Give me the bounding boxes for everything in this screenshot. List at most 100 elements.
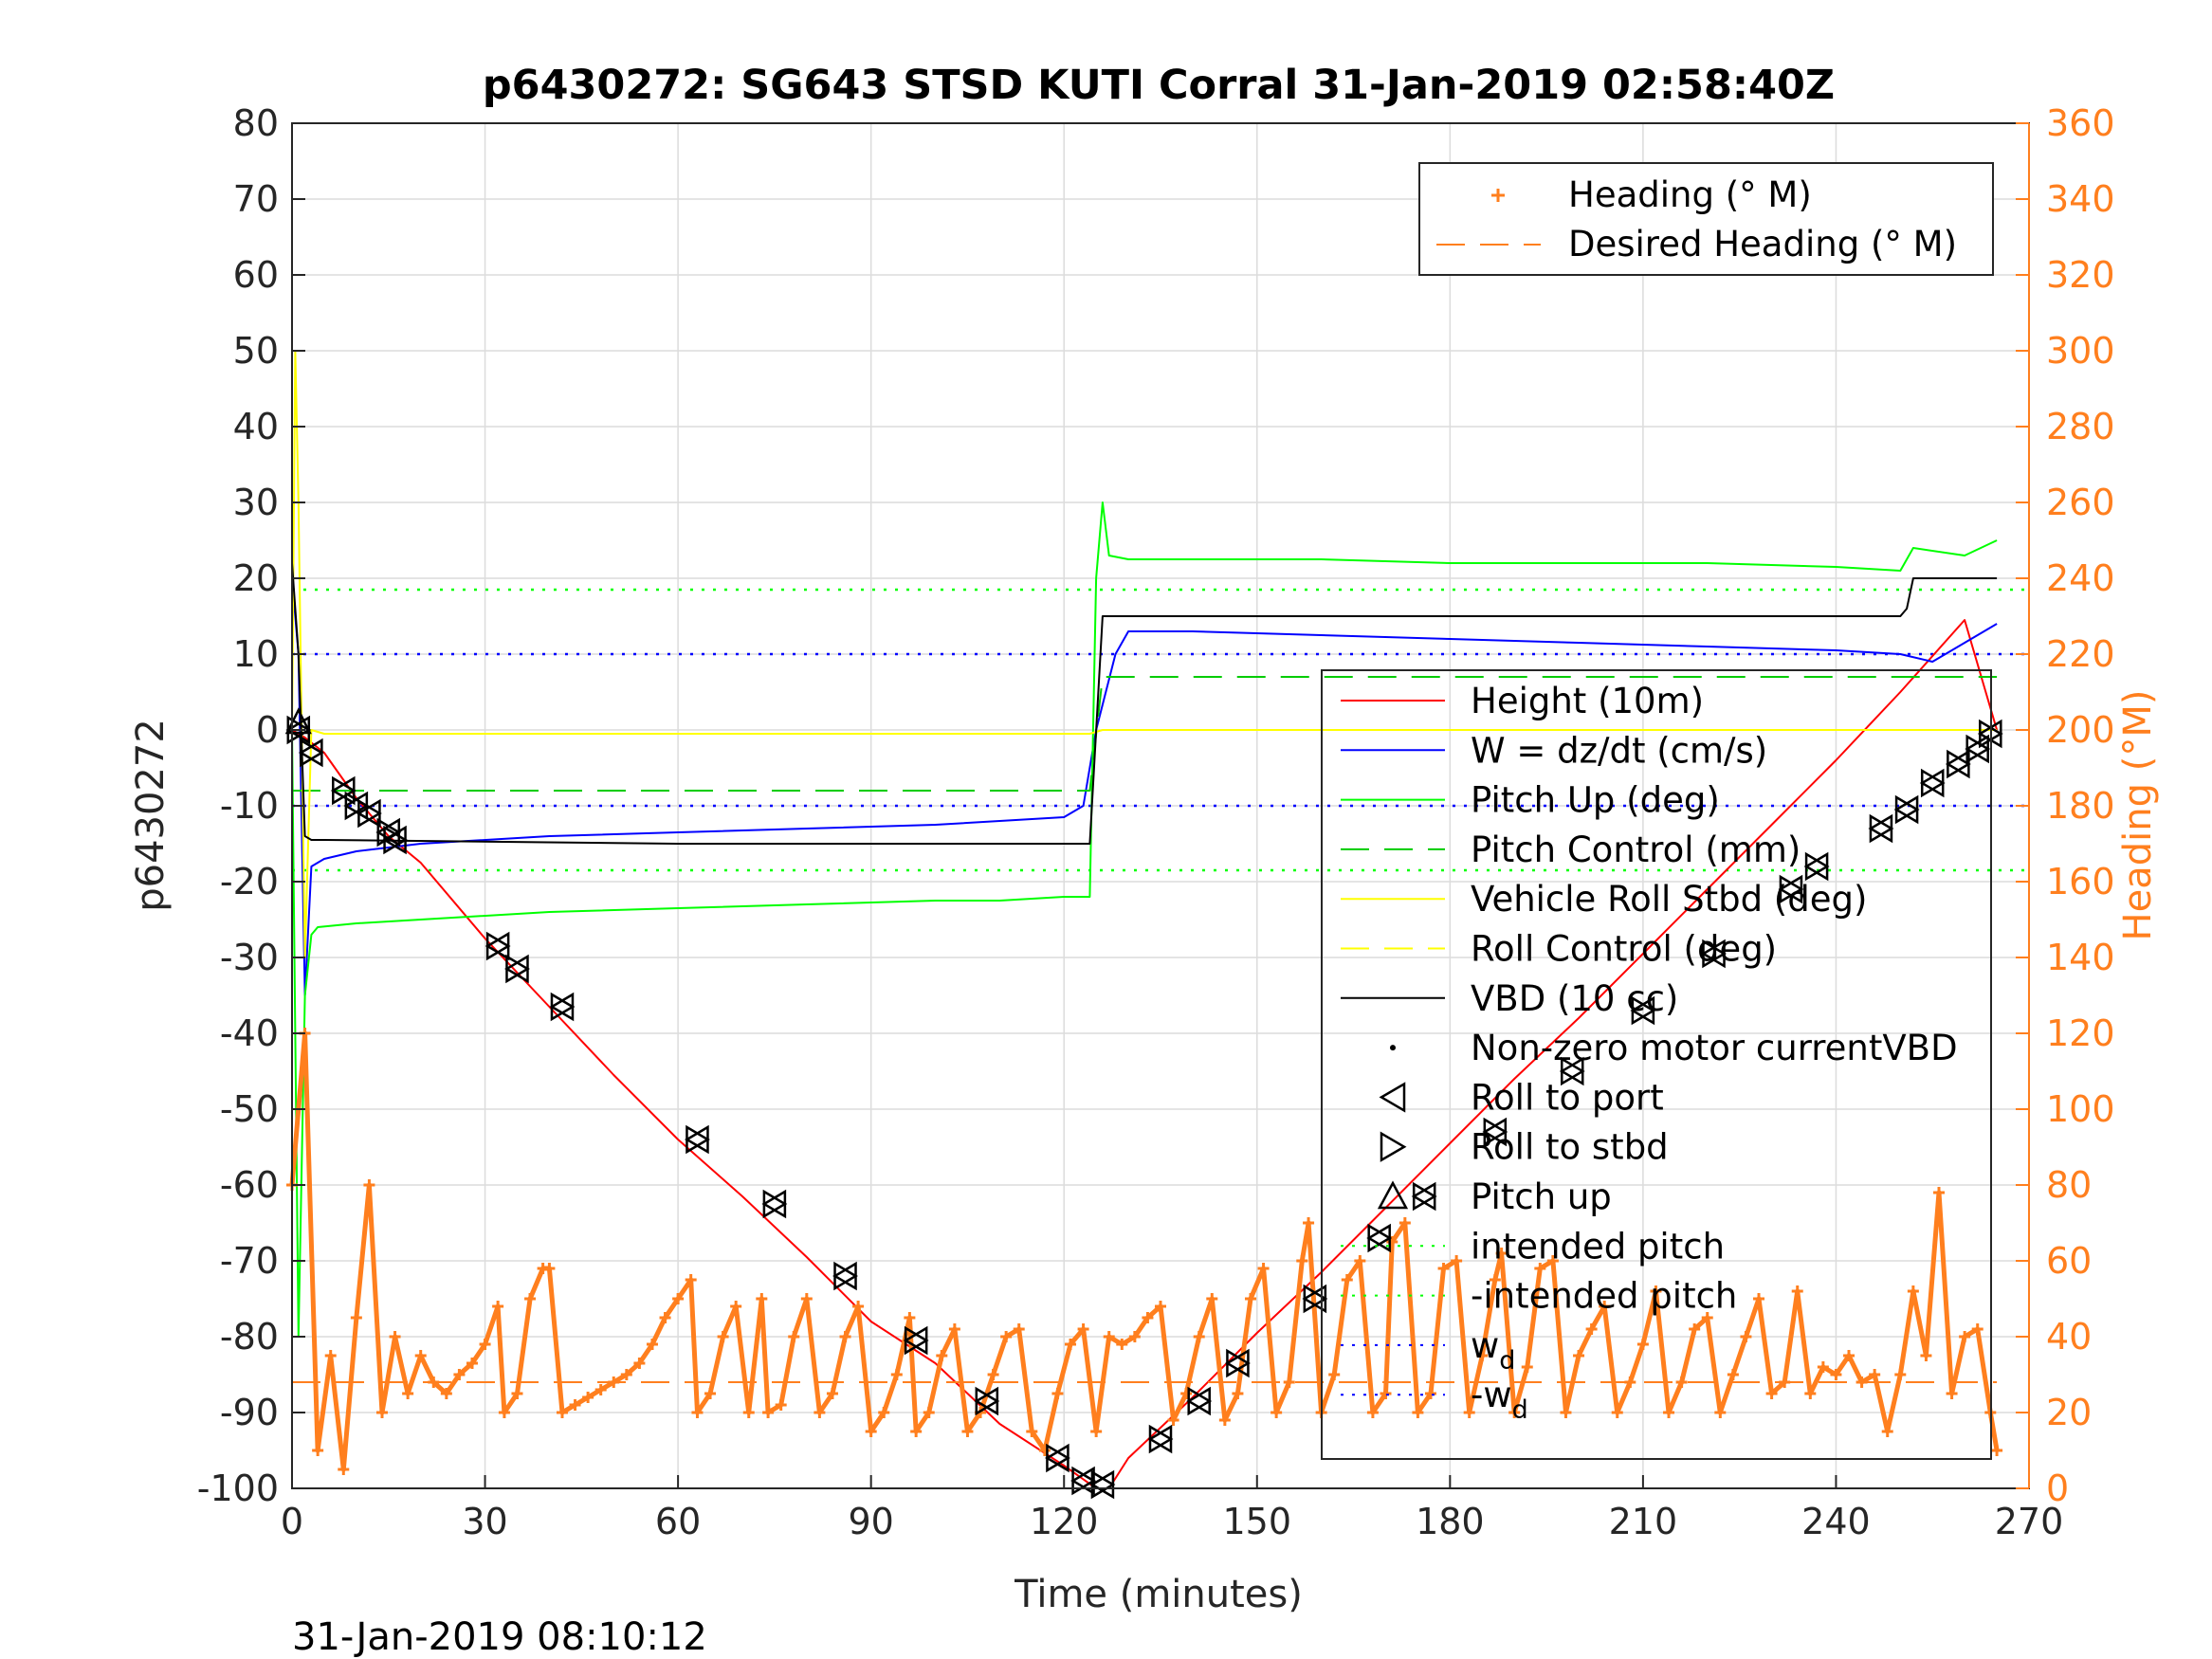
heading-point	[1038, 1445, 1051, 1456]
heading-point	[1869, 1369, 1881, 1380]
y-tick-label: -90	[220, 1392, 279, 1433]
heading-point	[936, 1350, 948, 1361]
heading-point	[1585, 1323, 1598, 1335]
roll-to-stbd-marker	[1367, 1223, 1393, 1253]
heading-point	[1946, 1388, 1958, 1399]
heading-point	[428, 1376, 440, 1388]
heading-point	[814, 1407, 826, 1418]
heading-point	[1065, 1339, 1077, 1350]
roll-to-stbd-marker	[357, 798, 382, 829]
y2-tick-label: 320	[2046, 254, 2115, 296]
footer-timestamp: 31-Jan-2019 08:10:12	[292, 1615, 707, 1659]
y2-tick-label: 80	[2046, 1164, 2092, 1206]
roll-to-stbd-marker	[1148, 1424, 1174, 1454]
roll-to-stbd-marker	[300, 738, 324, 768]
x-tick-label: 0	[281, 1501, 303, 1542]
roll-to-stbd-marker	[1965, 734, 1991, 764]
y-tick-label: 0	[256, 709, 279, 751]
heading-point	[1116, 1339, 1128, 1350]
heading-point	[1283, 1376, 1295, 1388]
roll-to-stbd-marker	[762, 1189, 788, 1219]
roll-to-stbd-marker	[1561, 1056, 1585, 1086]
legend-entry-label: VBD (10 cc)	[1471, 978, 1678, 1019]
heading-point	[511, 1388, 523, 1399]
heading-point	[498, 1407, 510, 1418]
heading-point	[543, 1263, 556, 1274]
heading-point	[800, 1293, 813, 1304]
heading-point	[1663, 1407, 1675, 1418]
heading-point	[524, 1293, 537, 1304]
heading-point	[569, 1399, 581, 1411]
heading-point	[948, 1323, 960, 1335]
heading-point	[1463, 1407, 1475, 1418]
heading-point	[440, 1388, 452, 1399]
legend-entry-label: Pitch Up (deg)	[1471, 780, 1720, 821]
heading-point	[1920, 1350, 1932, 1361]
y2-tick-label: 360	[2046, 102, 2115, 144]
heading-point	[1412, 1407, 1424, 1418]
roll-to-stbd-marker	[1303, 1284, 1328, 1314]
legend-heading-entry: Desired Heading (° M)	[1568, 224, 1957, 264]
roll-to-stbd-marker	[1779, 874, 1804, 904]
heading-point	[961, 1426, 974, 1437]
series-vbd-10-cc	[291, 562, 1998, 845]
heading-point	[1534, 1263, 1546, 1274]
series-pitch-up-deg	[291, 501, 1998, 1338]
heading-point	[1881, 1426, 1893, 1437]
y2-tick-label: 100	[2046, 1088, 2115, 1130]
y-tick-label: -20	[220, 861, 279, 902]
roll-to-stbd-marker	[1869, 813, 1894, 844]
y-tick-label: 10	[233, 633, 279, 675]
heading-point	[1495, 1248, 1508, 1259]
heading-point	[1791, 1285, 1803, 1297]
heading-point	[1843, 1350, 1856, 1361]
y2-tick-label: 60	[2046, 1240, 2092, 1282]
heading-point	[1103, 1331, 1115, 1342]
y-tick-label: -50	[220, 1088, 279, 1130]
heading-point	[1303, 1217, 1315, 1229]
y2-tick-label: 120	[2046, 1012, 2115, 1054]
x-tick-label: 30	[462, 1501, 507, 1542]
roll-to-stbd-marker	[1631, 995, 1656, 1026]
y-tick-label: 20	[233, 557, 279, 599]
roll-to-stbd-marker	[1226, 1348, 1251, 1378]
x-tick-label: 90	[848, 1501, 893, 1542]
heading-point	[1386, 1236, 1398, 1248]
heading-point	[1611, 1407, 1623, 1418]
roll-to-stbd-marker	[975, 1386, 1000, 1416]
heading-point	[1856, 1376, 1868, 1388]
y-tick-label: -10	[220, 785, 279, 827]
heading-point	[1013, 1323, 1025, 1335]
heading-point	[1971, 1323, 1983, 1335]
heading-point	[685, 1274, 697, 1285]
roll-to-stbd-marker	[1920, 768, 1946, 798]
roll-to-stbd-marker	[833, 1261, 858, 1291]
heading-point	[312, 1445, 324, 1456]
heading-point	[1090, 1426, 1103, 1437]
x-tick-label: 120	[1030, 1501, 1099, 1542]
legend-entry-label: Pitch up	[1471, 1176, 1612, 1217]
heading-point	[704, 1388, 717, 1399]
heading-point	[1128, 1331, 1141, 1342]
heading-point	[1437, 1263, 1450, 1274]
heading-point	[659, 1312, 671, 1323]
grid	[291, 122, 2030, 1489]
heading-point	[1959, 1331, 1971, 1342]
heading-point	[672, 1293, 685, 1304]
y-tick-label: 70	[233, 178, 279, 220]
y-tick-label: -80	[220, 1316, 279, 1358]
heading-point	[987, 1369, 999, 1380]
heading-point	[1521, 1361, 1533, 1373]
y2-tick-label: 280	[2046, 406, 2115, 447]
heading-point	[1804, 1388, 1817, 1399]
heading-point	[324, 1350, 337, 1361]
legend-subscript: d	[1499, 1346, 1515, 1376]
y2-tick-label: 0	[2046, 1468, 2069, 1509]
heading-point	[594, 1384, 607, 1395]
heading-point	[1155, 1301, 1166, 1312]
heading-point	[878, 1407, 890, 1418]
heading-point	[1636, 1339, 1649, 1350]
legend-entry-label: Height (10m)	[1471, 681, 1704, 721]
heading-point	[1727, 1369, 1739, 1380]
series-layer	[286, 350, 2029, 1489]
